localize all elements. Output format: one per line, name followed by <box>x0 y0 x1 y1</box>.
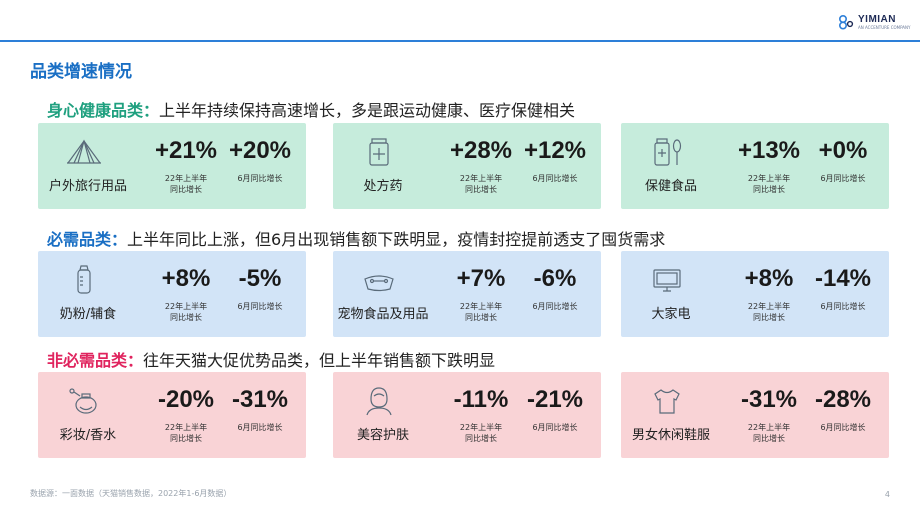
june-growth-label: 6月同比增长 <box>820 423 866 432</box>
category-name: 处方药 <box>363 179 403 194</box>
h1-growth-label: 22年上半年 同比增长 <box>164 174 208 194</box>
h1-growth-value: +8% <box>744 265 794 292</box>
section-key: 身心健康品类： <box>47 101 160 120</box>
pet-bowl-icon <box>361 265 397 295</box>
perfume-icon <box>66 386 102 416</box>
june-growth-label: 6月同比增长 <box>820 174 866 183</box>
june-growth-value: +12% <box>523 137 587 164</box>
june-growth-label: 6月同比增长 <box>532 302 578 311</box>
brand-logo: YIMIAN AN ACCENTURE COMPANY <box>838 14 910 30</box>
category-name: 男女休闲鞋服 <box>631 428 710 443</box>
h1-growth-value: +28% <box>449 137 513 164</box>
category-card: 处方药 +28% +12% 22年上半年 同比增长 6月同比增长 <box>333 123 601 209</box>
h1-growth-value: -20% <box>157 386 215 413</box>
h1-growth-value: -31% <box>740 386 798 413</box>
page-title: 品类增速情况 <box>30 62 132 82</box>
category-card: 美容护肤 -11% -21% 22年上半年 同比增长 6月同比增长 <box>333 372 601 458</box>
section-head-nonessentials: 非必需品类：往年天猫大促优势品类，但上半年销售额下跌明显 <box>47 347 495 371</box>
category-name: 美容护肤 <box>356 428 409 443</box>
h1-growth-label: 22年上半年 同比增长 <box>459 423 503 443</box>
category-card: 保健食品 +13% +0% 22年上半年 同比增长 6月同比增长 <box>621 123 889 209</box>
section-key: 必需品类： <box>47 230 128 249</box>
tv-icon <box>649 265 685 295</box>
h1-growth-value: +21% <box>154 137 218 164</box>
header-divider <box>0 40 920 42</box>
june-growth-value: -21% <box>526 386 584 413</box>
section-text: 上半年同比上涨，但6月出现销售额下跌明显，疫情封控提前透支了囤货需求 <box>127 230 666 249</box>
june-growth-value: -6% <box>533 265 577 292</box>
data-source-note: 数据源：一面数据（天猫销售数据，2022年1-6月数据） <box>30 489 232 498</box>
brand-name: YIMIAN <box>858 13 896 25</box>
june-growth-value: +20% <box>228 137 292 164</box>
category-card: 户外旅行用品 +21% +20% 22年上半年 同比增长 6月同比增长 <box>38 123 306 209</box>
h1-growth-label: 22年上半年 同比增长 <box>747 174 791 194</box>
section-text: 上半年持续保持高速增长，多是跟运动健康、医疗保健相关 <box>159 101 576 120</box>
h1-growth-label: 22年上半年 同比增长 <box>459 174 503 194</box>
section-text: 往年天猫大促优势品类，但上半年销售额下跌明显 <box>143 351 496 370</box>
category-name: 宠物食品及用品 <box>337 307 429 322</box>
section-head-essentials: 必需品类：上半年同比上涨，但6月出现销售额下跌明显，疫情封控提前透支了囤货需求 <box>47 226 665 250</box>
category-name: 大家电 <box>651 307 691 322</box>
page-number: 4 <box>884 490 890 499</box>
h1-growth-value: +7% <box>456 265 506 292</box>
june-growth-label: 6月同比增长 <box>532 174 578 183</box>
tshirt-icon <box>649 386 685 416</box>
h1-growth-label: 22年上半年 同比增长 <box>747 302 791 322</box>
h1-growth-label: 22年上半年 同比增长 <box>459 302 503 322</box>
section-key: 非必需品类： <box>47 351 144 370</box>
june-growth-label: 6月同比增长 <box>237 423 283 432</box>
logo-mark-icon <box>838 14 854 30</box>
category-name: 保健食品 <box>644 179 697 194</box>
category-name: 彩妆/香水 <box>59 428 117 443</box>
category-card: 奶粉/辅食 +8% -5% 22年上半年 同比增长 6月同比增长 <box>38 251 306 337</box>
category-card: 大家电 +8% -14% 22年上半年 同比增长 6月同比增长 <box>621 251 889 337</box>
june-growth-label: 6月同比增长 <box>237 302 283 311</box>
h1-growth-label: 22年上半年 同比增长 <box>164 423 208 443</box>
baby-bottle-icon <box>66 265 102 295</box>
h1-growth-value: -11% <box>453 386 509 413</box>
tent-icon <box>66 137 102 167</box>
h1-growth-value: +8% <box>161 265 211 292</box>
category-card: 彩妆/香水 -20% -31% 22年上半年 同比增长 6月同比增长 <box>38 372 306 458</box>
category-name: 奶粉/辅食 <box>59 307 117 322</box>
june-growth-label: 6月同比增长 <box>820 302 866 311</box>
june-growth-value: -14% <box>814 265 872 292</box>
brand-sub: AN ACCENTURE COMPANY <box>858 24 911 30</box>
june-growth-label: 6月同比增长 <box>532 423 578 432</box>
june-growth-label: 6月同比增长 <box>237 174 283 183</box>
face-care-icon <box>361 386 397 416</box>
section-head-health: 身心健康品类：上半年持续保持高速增长，多是跟运动健康、医疗保健相关 <box>47 97 575 121</box>
h1-growth-label: 22年上半年 同比增长 <box>747 423 791 443</box>
supplement-spoon-icon <box>649 137 685 167</box>
medicine-bottle-icon <box>361 137 397 167</box>
june-growth-value: -28% <box>814 386 872 413</box>
category-card: 男女休闲鞋服 -31% -28% 22年上半年 同比增长 6月同比增长 <box>621 372 889 458</box>
category-card: 宠物食品及用品 +7% -6% 22年上半年 同比增长 6月同比增长 <box>333 251 601 337</box>
june-growth-value: -5% <box>238 265 282 292</box>
h1-growth-label: 22年上半年 同比增长 <box>164 302 208 322</box>
category-name: 户外旅行用品 <box>48 179 127 194</box>
h1-growth-value: +13% <box>737 137 801 164</box>
june-growth-value: +0% <box>818 137 868 164</box>
june-growth-value: -31% <box>231 386 289 413</box>
